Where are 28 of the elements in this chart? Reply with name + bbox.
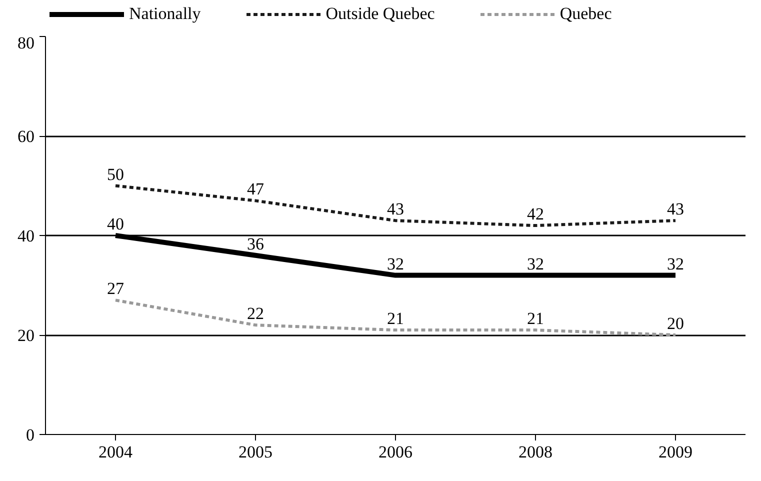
data-label: 47	[247, 180, 264, 199]
data-label: 27	[107, 279, 124, 298]
data-label: 43	[667, 200, 684, 219]
data-label: 50	[107, 164, 124, 184]
data-label: 40	[107, 214, 124, 234]
legend-label: Nationally	[129, 4, 201, 24]
x-tick-label: 2004	[98, 442, 133, 462]
legend-label: Quebec	[560, 4, 612, 24]
data-label: 32	[667, 254, 684, 274]
data-label: 21	[387, 309, 404, 328]
y-tick-label: 20	[18, 326, 34, 345]
x-tick-label: 2006	[378, 442, 412, 462]
data-label: 21	[527, 309, 544, 328]
y-tick-label: 60	[18, 127, 34, 146]
data-label: 32	[387, 254, 404, 274]
x-tick-label: 2005	[238, 442, 272, 462]
data-label: 22	[247, 304, 264, 324]
y-tick-label: 80	[18, 34, 34, 52]
x-tick-label: 2008	[518, 442, 552, 462]
data-label: 32	[527, 254, 544, 274]
y-tick-label: 40	[18, 226, 34, 246]
data-label: 43	[387, 200, 404, 219]
y-tick-label: 0	[26, 426, 34, 444]
data-label: 42	[527, 204, 544, 224]
legend-label: Outside Quebec	[326, 4, 435, 24]
data-label: 20	[667, 314, 684, 333]
x-tick-label: 2009	[658, 442, 692, 462]
data-label: 36	[247, 234, 264, 254]
